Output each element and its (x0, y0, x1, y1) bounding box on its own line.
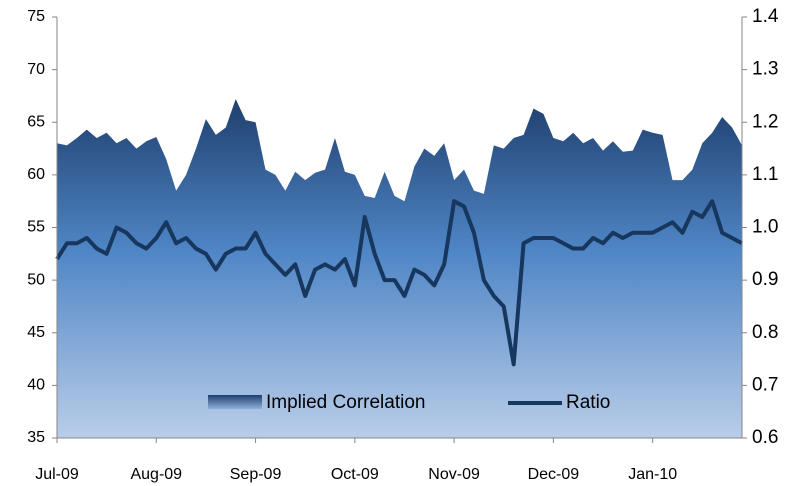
x-tick-label: Jul-09 (35, 466, 79, 483)
x-tick-label: Oct-09 (331, 466, 379, 483)
y-tick-label: 70 (27, 61, 45, 78)
y2-tick-label: 1.2 (752, 111, 778, 132)
y-tick-label: 60 (27, 166, 45, 183)
legend-label: Implied Correlation (266, 392, 425, 413)
x-tick-label: Nov-09 (428, 466, 480, 483)
line (55, 199, 743, 367)
legend-swatch-area (208, 395, 262, 409)
y-tick-label: 45 (27, 324, 45, 341)
x-tick-label: Jan-10 (628, 466, 677, 483)
x-tick-label: Dec-09 (528, 466, 580, 483)
y-tick-label: 65 (27, 113, 45, 130)
y2-tick-label: 1.0 (752, 217, 778, 238)
y2-tick-label: 0.8 (752, 322, 778, 343)
y2-tick-label: 0.7 (752, 374, 778, 395)
x-tick-label: Sep-09 (230, 466, 282, 483)
y2-tick-label: 1.3 (752, 59, 778, 80)
y2-tick-label: 0.9 (752, 269, 778, 290)
y-tick-label: 40 (27, 377, 45, 394)
y2-tick-label: 1.1 (752, 164, 778, 185)
y2-tick-label: 0.6 (752, 427, 778, 448)
y-tick-label: 50 (27, 271, 45, 288)
y2-tick-label: 1.4 (752, 6, 779, 27)
legend-label: Ratio (566, 392, 610, 413)
y-tick-label: 55 (27, 219, 45, 236)
area (57, 99, 742, 438)
y-tick-label: 75 (27, 8, 45, 25)
y-tick-label: 35 (27, 429, 45, 446)
x-tick-label: Aug-09 (130, 466, 182, 483)
